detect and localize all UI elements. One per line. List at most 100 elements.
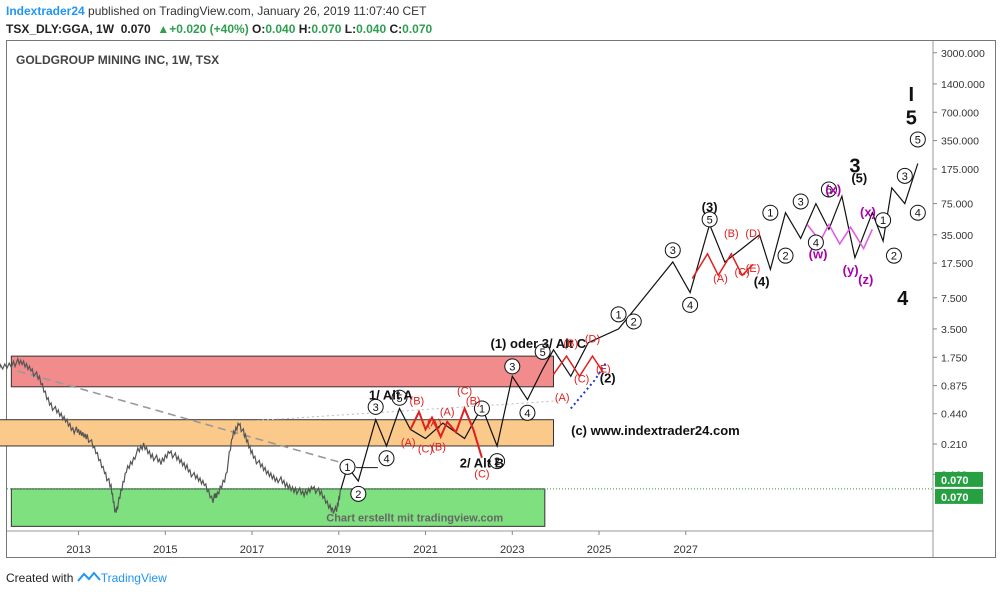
y-tick-label: 35.000 xyxy=(941,230,973,242)
wave-circle-16 xyxy=(777,247,794,264)
publish-info: Indextrader24 published on TradingView.c… xyxy=(6,4,426,18)
annotation-red: (C) xyxy=(735,266,750,278)
annotation-red: (C) xyxy=(574,373,589,385)
last-price-tag-label: 0.070 xyxy=(941,475,969,487)
wave-circle-8 xyxy=(519,404,536,421)
open-label: O: xyxy=(252,22,266,36)
wave-circle-0 xyxy=(339,458,356,475)
wave-circle-label: 2 xyxy=(355,489,361,501)
wave-circle-12 xyxy=(664,242,681,259)
wave-circle-10 xyxy=(610,306,627,323)
wave-circle-label: 3 xyxy=(509,361,515,373)
wave-circle-11 xyxy=(625,313,642,330)
wave-circle-13 xyxy=(682,296,699,313)
y-tick-label: 17.500 xyxy=(941,258,973,270)
dotted-projection-line xyxy=(570,363,607,410)
x-tick-label: 2021 xyxy=(413,544,437,556)
annotation-red: (B) xyxy=(724,228,739,240)
wave-circle-24 xyxy=(909,131,926,148)
high-label: H: xyxy=(298,22,312,36)
wave-circle-label: 4 xyxy=(687,300,693,312)
wave-circle-label: 1 xyxy=(615,309,621,321)
wave-circle-label: 2 xyxy=(891,251,897,263)
tradingview-brand[interactable]: TradingView xyxy=(100,571,167,585)
x-tick-label: 2017 xyxy=(240,544,264,556)
close-value: 0.070 xyxy=(402,22,433,36)
last-price-tag xyxy=(935,471,983,487)
publisher-link[interactable]: Indextrader24 xyxy=(6,4,85,18)
x-tick-label: 2023 xyxy=(500,544,524,556)
annotation-red: (A) xyxy=(401,437,416,449)
wave-circle-label: 5 xyxy=(915,134,921,146)
green-support-zone xyxy=(10,488,546,527)
y-tick-label: 350.000 xyxy=(941,136,979,148)
annotation-bold-black: (4) xyxy=(754,274,770,289)
annotation-red: (C) xyxy=(457,386,472,398)
created-with-text: Created with xyxy=(6,571,74,585)
annotation-purple: (x) xyxy=(860,204,876,219)
wave-circle-label: 1 xyxy=(344,462,350,474)
annotation-bold-black: (c) www.indextrader24.com xyxy=(571,423,740,438)
annotation-red: (C) xyxy=(474,468,489,480)
symbol-label: TSX_DLY:GGA, 1W xyxy=(6,22,115,36)
wave-circle-label: 3 xyxy=(373,402,379,414)
wave-circle-15 xyxy=(762,204,779,221)
annotation-bold-black: (3) xyxy=(702,199,718,214)
wave-circle-6 xyxy=(489,453,506,470)
annotation-watermark: Chart erstellt mit tradingview.com xyxy=(326,513,503,525)
y-tick-label: 0.440 xyxy=(941,409,967,421)
wave-circle-label: 4 xyxy=(915,208,921,220)
annotation-big-black: 5 xyxy=(906,107,917,129)
wave-circle-19 xyxy=(820,181,837,198)
annotation-purple: (y) xyxy=(843,263,859,278)
annotation-red: (B) xyxy=(410,396,425,408)
x-tick-label: 2027 xyxy=(674,544,698,556)
y-tick-label: 0.210 xyxy=(941,439,967,451)
annotation-red: (B) xyxy=(564,338,579,350)
wave-circle-1 xyxy=(350,485,367,502)
annotation-purple: (z) xyxy=(858,272,873,287)
chart-frame xyxy=(6,40,996,558)
x-tick-label: 2025 xyxy=(587,544,611,556)
annotation-red: (D) xyxy=(585,334,600,346)
last-price-tag xyxy=(935,488,983,504)
wave-circle-14 xyxy=(701,211,718,228)
annotation-red: (E) xyxy=(596,364,611,376)
annotation-purple: (w) xyxy=(809,247,828,262)
wave-circle-label: 5 xyxy=(540,347,546,359)
wave-circle-label: 3 xyxy=(670,245,676,257)
high-value: 0.070 xyxy=(311,22,342,36)
x-tick-label: 2019 xyxy=(327,544,351,556)
wave-circle-21 xyxy=(885,247,902,264)
annotation-red: (A) xyxy=(713,273,728,285)
annotation-big-black: 3 xyxy=(849,156,860,178)
wave-circle-label: 3 xyxy=(798,196,804,208)
price-change: +0.020 (+40%) xyxy=(169,22,249,36)
red-resistance-zone xyxy=(10,355,554,388)
annotation-bold-black: (5) xyxy=(851,171,867,186)
annotation-bold-black: (1) oder 3/ Alt C xyxy=(491,336,587,351)
y-tick-label: 1.750 xyxy=(941,352,967,364)
dashed-trendline xyxy=(17,370,357,468)
annotation-red: (B) xyxy=(431,441,446,453)
annotation-purple: (x) xyxy=(825,182,841,197)
last-price: 0.070 xyxy=(120,22,151,36)
y-tick-label: 3.500 xyxy=(941,324,967,336)
y-tick-label: 175.000 xyxy=(941,164,979,176)
annotation-big-black: 4 xyxy=(897,288,909,310)
open-value: 0.040 xyxy=(265,22,296,36)
y-tick-label: 0.875 xyxy=(941,381,967,393)
symbol-info: TSX_DLY:GGA, 1W 0.070 ▲+0.020 (+40%) O:0… xyxy=(6,22,432,36)
y-tick-label: 3000.000 xyxy=(941,48,985,60)
wave-circle-18 xyxy=(807,234,824,251)
annotation-red: (D) xyxy=(745,228,760,240)
y-tick-label: 1400.000 xyxy=(941,79,985,91)
wave-circle-2 xyxy=(367,398,384,415)
x-tick-label: 2013 xyxy=(66,544,90,556)
elliott-wave-alt-red-line xyxy=(409,405,483,458)
wave-circle-4 xyxy=(391,389,408,406)
wave-circle-label: 4 xyxy=(524,408,530,420)
tradingview-logo-icon xyxy=(76,571,101,582)
low-value: 0.040 xyxy=(356,22,387,36)
